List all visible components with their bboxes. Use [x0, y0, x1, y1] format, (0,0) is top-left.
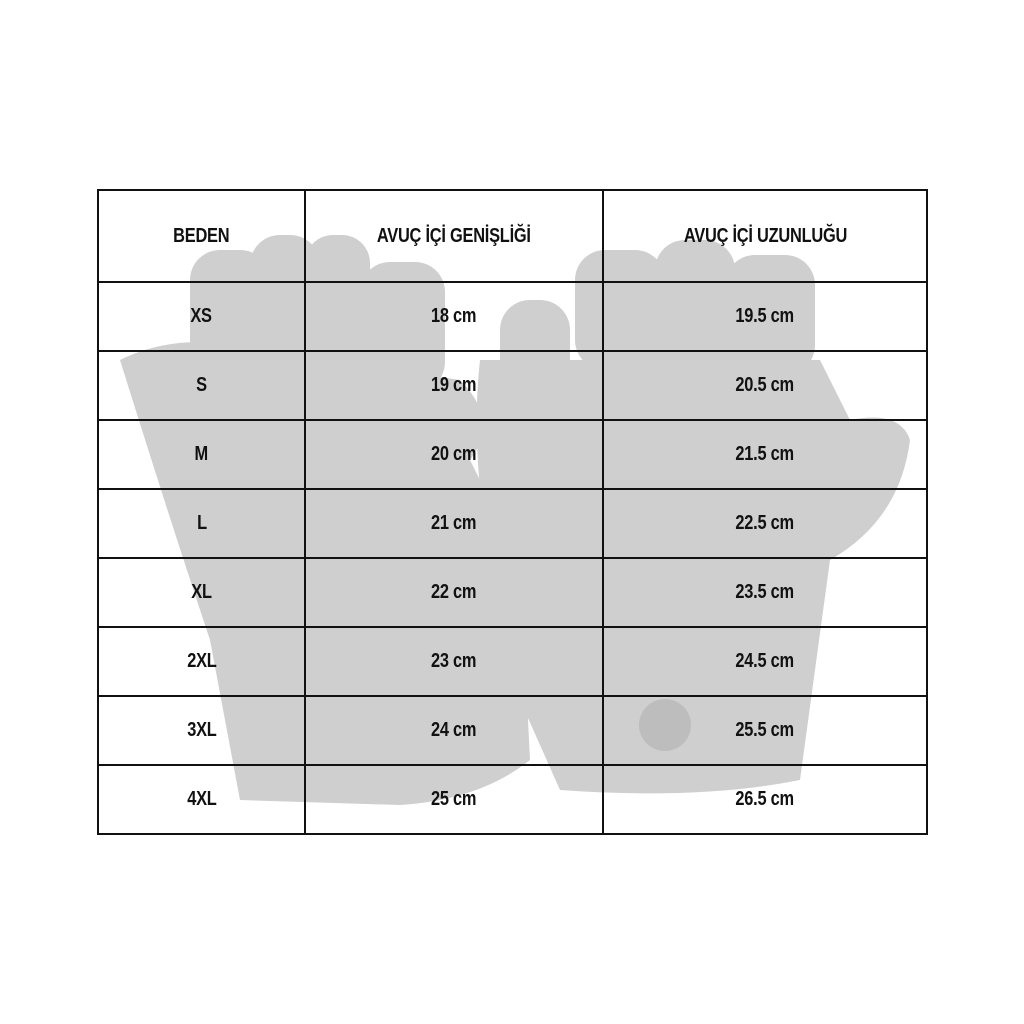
size-cell: 3XL	[97, 695, 306, 766]
palm-length-cell: 24.5 cm	[602, 626, 928, 697]
palm-length-cell: 26.5 cm	[602, 764, 928, 835]
table-row: XL 22 cm 23.5 cm	[97, 557, 928, 628]
palm-width-cell: 21 cm	[304, 488, 604, 559]
header-palm-length: AVUÇ İÇİ UZUNLUĞU	[602, 189, 928, 283]
table-row: 4XL 25 cm 26.5 cm	[97, 764, 928, 835]
palm-length-cell: 20.5 cm	[602, 350, 928, 421]
palm-length-cell: 22.5 cm	[602, 488, 928, 559]
header-palm-width: AVUÇ İÇİ GENİŞLİĞİ	[304, 189, 604, 283]
table-row: L 21 cm 22.5 cm	[97, 488, 928, 559]
palm-width-cell: 25 cm	[304, 764, 604, 835]
palm-width-cell: 23 cm	[304, 626, 604, 697]
table-row: M 20 cm 21.5 cm	[97, 419, 928, 490]
palm-width-cell: 22 cm	[304, 557, 604, 628]
palm-length-cell: 19.5 cm	[602, 281, 928, 352]
size-cell: 4XL	[97, 764, 306, 835]
palm-width-cell: 20 cm	[304, 419, 604, 490]
palm-length-cell: 23.5 cm	[602, 557, 928, 628]
palm-length-cell: 25.5 cm	[602, 695, 928, 766]
table-row: 3XL 24 cm 25.5 cm	[97, 695, 928, 766]
table-row: S 19 cm 20.5 cm	[97, 350, 928, 421]
size-cell: L	[97, 488, 306, 559]
size-cell: XS	[97, 281, 306, 352]
size-cell: S	[97, 350, 306, 421]
size-cell: XL	[97, 557, 306, 628]
table-header-row: BEDEN AVUÇ İÇİ GENİŞLİĞİ AVUÇ İÇİ UZUNLU…	[97, 189, 928, 283]
header-beden: BEDEN	[97, 189, 306, 283]
size-chart-table: BEDEN AVUÇ İÇİ GENİŞLİĞİ AVUÇ İÇİ UZUNLU…	[97, 189, 928, 835]
palm-width-cell: 24 cm	[304, 695, 604, 766]
size-cell: 2XL	[97, 626, 306, 697]
palm-width-cell: 19 cm	[304, 350, 604, 421]
palm-width-cell: 18 cm	[304, 281, 604, 352]
table-row: XS 18 cm 19.5 cm	[97, 281, 928, 352]
table-row: 2XL 23 cm 24.5 cm	[97, 626, 928, 697]
palm-length-cell: 21.5 cm	[602, 419, 928, 490]
size-cell: M	[97, 419, 306, 490]
